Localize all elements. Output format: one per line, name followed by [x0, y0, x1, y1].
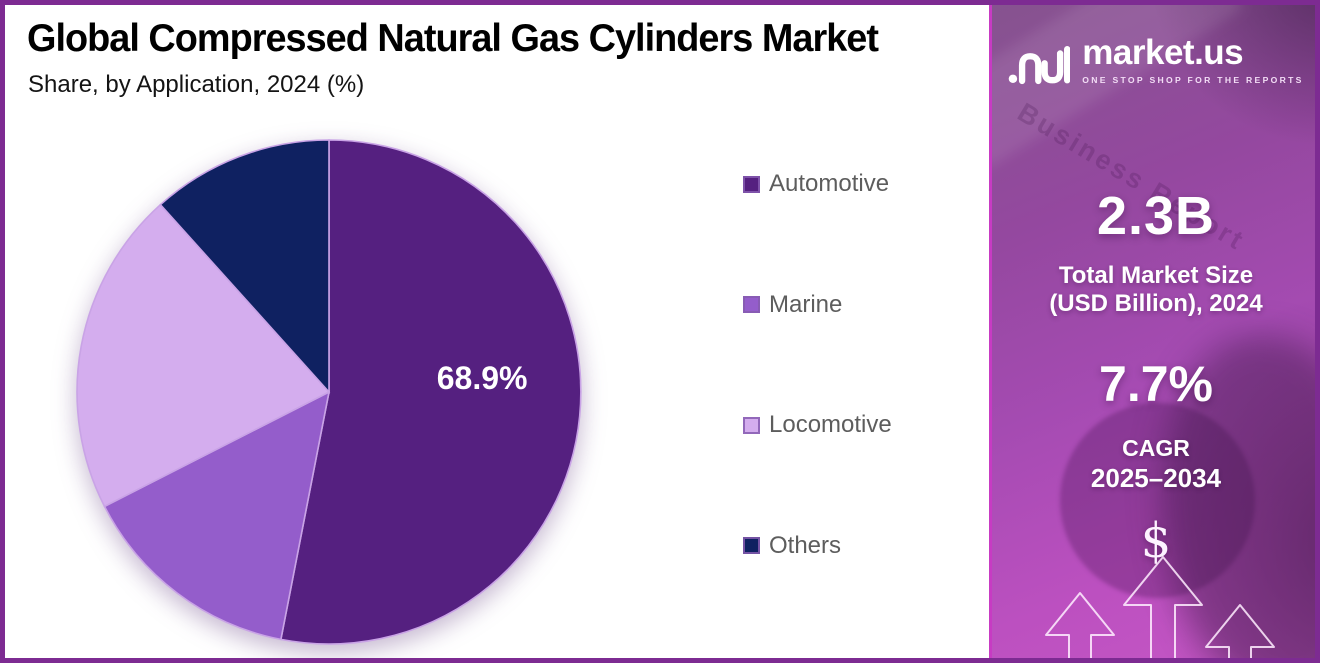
legend-swatch-icon: [743, 416, 760, 434]
legend-label: Others: [769, 531, 842, 559]
legend-item-marine: Marine: [743, 290, 843, 318]
pie-slice-automotive: [279, 139, 582, 645]
market-us-logo-icon: [1008, 46, 1071, 85]
legend-label: Automotive: [769, 170, 890, 197]
legend-swatch-icon: [743, 175, 760, 193]
page-subtitle: Share, by Application, 2024 (%): [28, 71, 365, 98]
pie-chart: 68.9%: [76, 139, 582, 645]
brand-text: market.us ONE STOP SHOP FOR THE REPORTS: [1082, 33, 1304, 85]
growth-arrows-icon: [1045, 556, 1275, 658]
market-size-value: 2.3B: [1096, 186, 1216, 246]
pie-slice-label: 68.9%: [437, 360, 528, 396]
legend-label: Locomotive: [769, 411, 892, 438]
legend-item-locomotive: Locomotive: [743, 411, 892, 438]
photo-cup-shape: [1060, 403, 1255, 598]
brand-tagline: ONE STOP SHOP FOR THE REPORTS: [1082, 74, 1304, 85]
legend-swatch-icon: [743, 537, 760, 554]
cagr-value: 7.7%: [1099, 356, 1213, 412]
promo-panel: Business Report market.us ONE STOP SHOP …: [989, 5, 1315, 658]
cagr-caption-1: CAGR: [1122, 435, 1190, 461]
legend-item-others: Others: [743, 531, 842, 559]
market-size-caption-1: Total Market Size: [1058, 262, 1254, 289]
cagr-caption-2: 2025–2034: [1090, 463, 1222, 493]
legend-item-automotive: Automotive: [743, 170, 890, 197]
legend-swatch-icon: [743, 296, 760, 313]
brand-logo: market.us ONE STOP SHOP FOR THE REPORTS: [992, 33, 1315, 89]
page-title: Global Compressed Natural Gas Cylinders …: [27, 17, 879, 60]
pie-slice-locomotive: [76, 203, 331, 508]
chart-area: Global Compressed Natural Gas Cylinders …: [5, 5, 989, 658]
brand-name: market.us: [1082, 33, 1244, 72]
pie-slice-marine: [103, 390, 331, 641]
pie-slice-others: [159, 139, 330, 395]
legend-label: Marine: [769, 290, 843, 318]
market-size-caption-2: (USD Billion), 2024: [1049, 290, 1263, 317]
